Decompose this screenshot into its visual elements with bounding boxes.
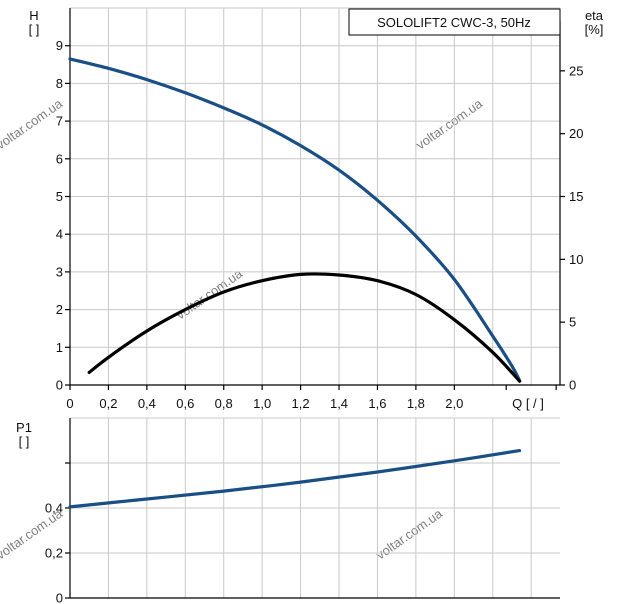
y-tick-label: 1 xyxy=(56,340,63,355)
watermark-text: voltar.com.ua xyxy=(373,505,446,562)
y-tick-label: 8 xyxy=(56,76,63,91)
x-tick-label: 0,8 xyxy=(215,396,233,411)
top-series xyxy=(68,57,522,383)
x-tick-label: 2,0 xyxy=(445,396,463,411)
bottom-series xyxy=(68,449,522,509)
y-axis-label-p1: P1[ ] xyxy=(16,420,32,449)
x-tick-label: 1,6 xyxy=(368,396,386,411)
y-tick-label: 0,4 xyxy=(45,501,63,516)
y-tick-label: 2 xyxy=(56,302,63,317)
watermark-text: voltar.com.ua xyxy=(173,265,246,322)
x-tick-label: 0,6 xyxy=(176,396,194,411)
x-axis-label: Q [ / ] xyxy=(512,396,544,411)
y-tick-label: 4 xyxy=(56,227,63,242)
series-line-h xyxy=(68,57,522,383)
x-tick-label: 1,2 xyxy=(292,396,310,411)
y2-tick-label: 10 xyxy=(569,252,583,267)
y-tick-label: 7 xyxy=(56,114,63,129)
series-line-eta xyxy=(87,272,522,383)
y2-tick-label: 15 xyxy=(569,189,583,204)
bottom-grid xyxy=(70,417,560,598)
y-tick-label: 0,2 xyxy=(45,546,63,561)
y-tick-label: 5 xyxy=(56,189,63,204)
y-axis-label-h: H[ ] xyxy=(29,8,40,37)
y-tick-label: 9 xyxy=(56,38,63,53)
chart-title: SOLOLIFT2 CWC-3, 50Hz xyxy=(377,15,531,30)
x-tick-label: 0 xyxy=(66,396,73,411)
watermark-text: voltar.com.ua xyxy=(413,95,486,152)
x-tick-label: 0,2 xyxy=(99,396,117,411)
bottom-axes: 0 0,2 0,4 xyxy=(45,418,560,604)
x-tick-label: 0,4 xyxy=(138,396,156,411)
top-grid xyxy=(70,7,560,385)
series-line-p1 xyxy=(68,449,522,509)
y-tick-label: 0 xyxy=(56,378,63,393)
x-tick-label: 1,0 xyxy=(253,396,271,411)
x-tick-label: 1,4 xyxy=(330,396,348,411)
y2-tick-label: 25 xyxy=(569,63,583,78)
chart-title-box xyxy=(348,8,561,36)
y-tick-label: 3 xyxy=(56,264,63,279)
y2-tick-label: 20 xyxy=(569,126,583,141)
x-tick-label: 1,8 xyxy=(407,396,425,411)
watermark-layer: voltar.com.ua voltar.com.uavoltar.com.uav… xyxy=(0,95,486,562)
y-tick-label: 0 xyxy=(56,591,63,604)
top-axes: 0 1 2 3 4 5 6 7 8 9 0 5 10 15 20 25 0 0,2 0,4 0,6 0,8 1,0 1,2 1… xyxy=(56,8,583,411)
y2-axis-label-eta: eta [%] xyxy=(585,8,604,37)
y-tick-label: 6 xyxy=(56,151,63,166)
y2-tick-label: 5 xyxy=(569,315,576,330)
y2-tick-label: 0 xyxy=(569,378,576,393)
